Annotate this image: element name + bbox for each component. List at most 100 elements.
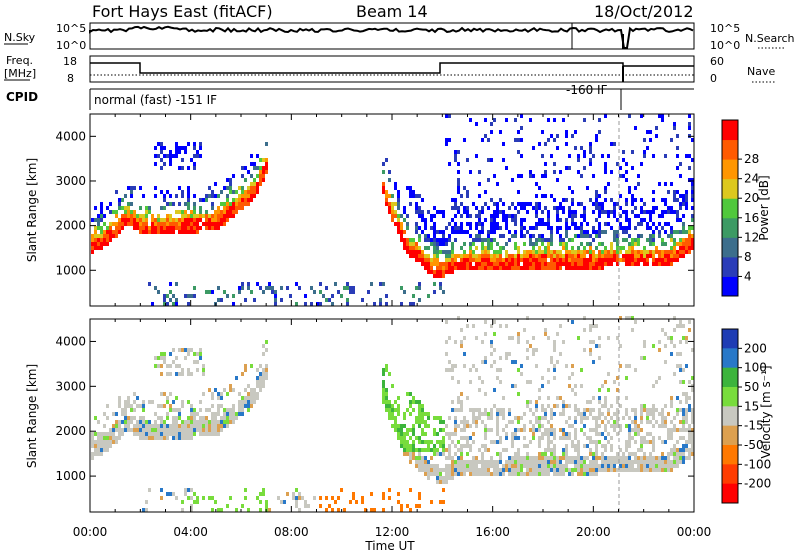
heatmap-cell [100, 202, 103, 206]
heatmap-cell [157, 364, 160, 368]
heatmap-cell [484, 360, 487, 364]
heatmap-cell [502, 234, 505, 238]
heatmap-cell [490, 440, 493, 444]
heatmap-cell [187, 372, 190, 376]
heatmap-cell [160, 372, 163, 376]
heatmap-cell [634, 424, 637, 428]
heatmap-cell [418, 440, 421, 444]
heatmap-cell [388, 170, 391, 174]
heatmap-cell [427, 440, 430, 444]
heatmap-cell [496, 472, 499, 476]
heatmap-cell [610, 468, 613, 472]
heatmap-cell [553, 206, 556, 210]
heatmap-cell [91, 444, 94, 448]
heatmap-cell [616, 424, 619, 428]
heatmap-cell [184, 146, 187, 150]
heatmap-cell [526, 348, 529, 352]
heatmap-cell [661, 424, 664, 428]
heatmap-cell [562, 340, 565, 344]
heatmap-cell [472, 440, 475, 444]
heatmap-cell [649, 412, 652, 416]
heatmap-cell [331, 496, 334, 500]
heatmap-cell [442, 290, 445, 294]
heatmap-cell [553, 444, 556, 448]
heatmap-cell [550, 262, 553, 266]
heatmap-cell [406, 448, 409, 452]
heatmap-cell [634, 420, 637, 424]
heatmap-cell [469, 424, 472, 428]
heatmap-cell [607, 182, 610, 186]
heatmap-cell [541, 436, 544, 440]
heatmap-cell [490, 266, 493, 270]
heatmap-cell [565, 250, 568, 254]
heatmap-cell [106, 238, 109, 242]
heatmap-cell [601, 206, 604, 210]
colorbar-swatch [722, 483, 738, 504]
heatmap-cell [532, 352, 535, 356]
heatmap-cell [505, 460, 508, 464]
heatmap-cell [448, 250, 451, 254]
heatmap-cell [112, 424, 115, 428]
heatmap-cell [460, 262, 463, 266]
heatmap-cell [400, 214, 403, 218]
heatmap-cell [493, 332, 496, 336]
heatmap-cell [400, 230, 403, 234]
heatmap-cell [448, 336, 451, 340]
heatmap-cell [589, 254, 592, 258]
heatmap-cell [415, 448, 418, 452]
heatmap-cell [346, 302, 349, 306]
heatmap-cell [172, 428, 175, 432]
heatmap-cell [457, 170, 460, 174]
heatmap-cell [109, 234, 112, 238]
colorbar-swatch [722, 276, 738, 297]
heatmap-cell [154, 218, 157, 222]
heatmap-cell [517, 392, 520, 396]
heatmap-cell [493, 266, 496, 270]
heatmap-cell [583, 424, 586, 428]
heatmap-cell [394, 210, 397, 214]
heatmap-cell [139, 424, 142, 428]
heatmap-cell [451, 476, 454, 480]
heatmap-cell [163, 436, 166, 440]
heatmap-cell [169, 352, 172, 356]
heatmap-cell [214, 222, 217, 226]
heatmap-cell [214, 420, 217, 424]
heatmap-cell [391, 384, 394, 388]
heatmap-cell [541, 468, 544, 472]
heatmap-cell [538, 472, 541, 476]
heatmap-cell [526, 258, 529, 262]
heatmap-cell [604, 190, 607, 194]
heatmap-cell [178, 348, 181, 352]
heatmap-cell [667, 234, 670, 238]
heatmap-cell [394, 400, 397, 404]
heatmap-cell [484, 266, 487, 270]
colorbar-swatch [722, 159, 738, 180]
heatmap-cell [454, 154, 457, 158]
heatmap-cell [553, 118, 556, 122]
y-tick-label: 4000 [55, 334, 86, 348]
heatmap-cell [613, 468, 616, 472]
heatmap-cell [208, 226, 211, 230]
heatmap-cell [592, 360, 595, 364]
heatmap-cell [580, 468, 583, 472]
heatmap-cell [613, 206, 616, 210]
heatmap-cell [139, 420, 142, 424]
heatmap-cell [469, 262, 472, 266]
heatmap-cell [565, 130, 568, 134]
heatmap-cell [532, 246, 535, 250]
heatmap-cell [403, 290, 406, 294]
heatmap-cell [184, 230, 187, 234]
heatmap-cell [640, 448, 643, 452]
heatmap-cell [472, 238, 475, 242]
heatmap-cell [643, 456, 646, 460]
heatmap-cell [217, 404, 220, 408]
heatmap-cell [493, 238, 496, 242]
heatmap-cell [517, 452, 520, 456]
heatmap-cell [181, 404, 184, 408]
heatmap-cell [685, 400, 688, 404]
heatmap-cell [667, 250, 670, 254]
heatmap-cell [526, 316, 529, 320]
heatmap-cell [448, 444, 451, 448]
heatmap-cell [403, 242, 406, 246]
heatmap-cell [598, 222, 601, 226]
